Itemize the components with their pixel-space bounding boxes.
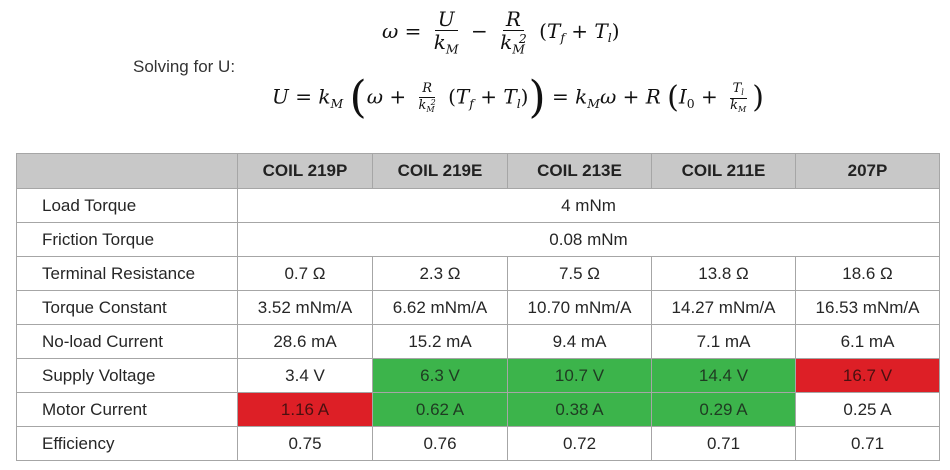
cell: 9.4 mA: [507, 324, 652, 359]
table-row: Supply Voltage 3.4 V 6.3 V 10.7 V 14.4 V…: [16, 358, 940, 393]
table-row: Motor Current 1.16 A 0.62 A 0.38 A 0.29 …: [16, 392, 940, 427]
row-label: No-load Current: [16, 324, 238, 359]
cell-ok: 0.62 A: [372, 392, 508, 427]
cell: 28.6 mA: [237, 324, 373, 359]
shared-value: 0.08 mNm: [237, 222, 940, 257]
cell: 6.1 mA: [795, 324, 940, 359]
header-coil-219e: COIL 219E: [372, 153, 508, 189]
table-row: Terminal Resistance 0.7 Ω 2.3 Ω 7.5 Ω 13…: [16, 256, 940, 291]
row-label: Friction Torque: [16, 222, 238, 257]
table-row: No-load Current 28.6 mA 15.2 mA 9.4 mA 7…: [16, 324, 940, 359]
table-row: Efficiency 0.75 0.76 0.72 0.71 0.71: [16, 426, 940, 461]
cell: 0.71: [795, 426, 940, 461]
table-row: Friction Torque 0.08 mNm: [16, 222, 940, 257]
cell-ok: 0.38 A: [507, 392, 652, 427]
cell: 6.62 mNm/A: [372, 290, 508, 325]
cell-ok: 0.29 A: [651, 392, 796, 427]
row-label: Load Torque: [16, 188, 238, 223]
cell: 18.6 Ω: [795, 256, 940, 291]
shared-value: 4 mNm: [237, 188, 940, 223]
cell-ok: 10.7 V: [507, 358, 652, 393]
cell: 7.1 mA: [651, 324, 796, 359]
coil-comparison-table: COIL 219P COIL 219E COIL 213E COIL 211E …: [16, 153, 940, 461]
table-row: Load Torque 4 mNm: [16, 188, 940, 223]
header-207p: 207P: [795, 153, 940, 189]
cell: 16.53 mNm/A: [795, 290, 940, 325]
row-label: Efficiency: [16, 426, 238, 461]
cell-fail: 1.16 A: [237, 392, 373, 427]
solving-label: Solving for U:: [133, 57, 236, 76]
row-label: Supply Voltage: [16, 358, 238, 393]
cell: 0.7 Ω: [237, 256, 373, 291]
cell-fail: 16.7 V: [795, 358, 940, 393]
header-coil-213e: COIL 213E: [507, 153, 652, 189]
cell: 3.4 V: [237, 358, 373, 393]
cell: 13.8 Ω: [651, 256, 796, 291]
cell: 7.5 Ω: [507, 256, 652, 291]
row-label: Terminal Resistance: [16, 256, 238, 291]
header-coil-219p: COIL 219P: [237, 153, 373, 189]
cell: 14.27 mNm/A: [651, 290, 796, 325]
cell: 0.75: [237, 426, 373, 461]
header-blank: [16, 153, 238, 189]
header-coil-211e: COIL 211E: [651, 153, 796, 189]
cell: 0.25 A: [795, 392, 940, 427]
row-label: Torque Constant: [16, 290, 238, 325]
cell-ok: 6.3 V: [372, 358, 508, 393]
cell: 15.2 mA: [372, 324, 508, 359]
cell: 0.72: [507, 426, 652, 461]
cell: 2.3 Ω: [372, 256, 508, 291]
table-row: Torque Constant 3.52 mNm/A 6.62 mNm/A 10…: [16, 290, 940, 325]
cell: 0.71: [651, 426, 796, 461]
cell: 3.52 mNm/A: [237, 290, 373, 325]
header-row: COIL 219P COIL 219E COIL 213E COIL 211E …: [16, 153, 940, 189]
cell: 10.70 mNm/A: [507, 290, 652, 325]
cell: 0.76: [372, 426, 508, 461]
cell-ok: 14.4 V: [651, 358, 796, 393]
row-label: Motor Current: [16, 392, 238, 427]
